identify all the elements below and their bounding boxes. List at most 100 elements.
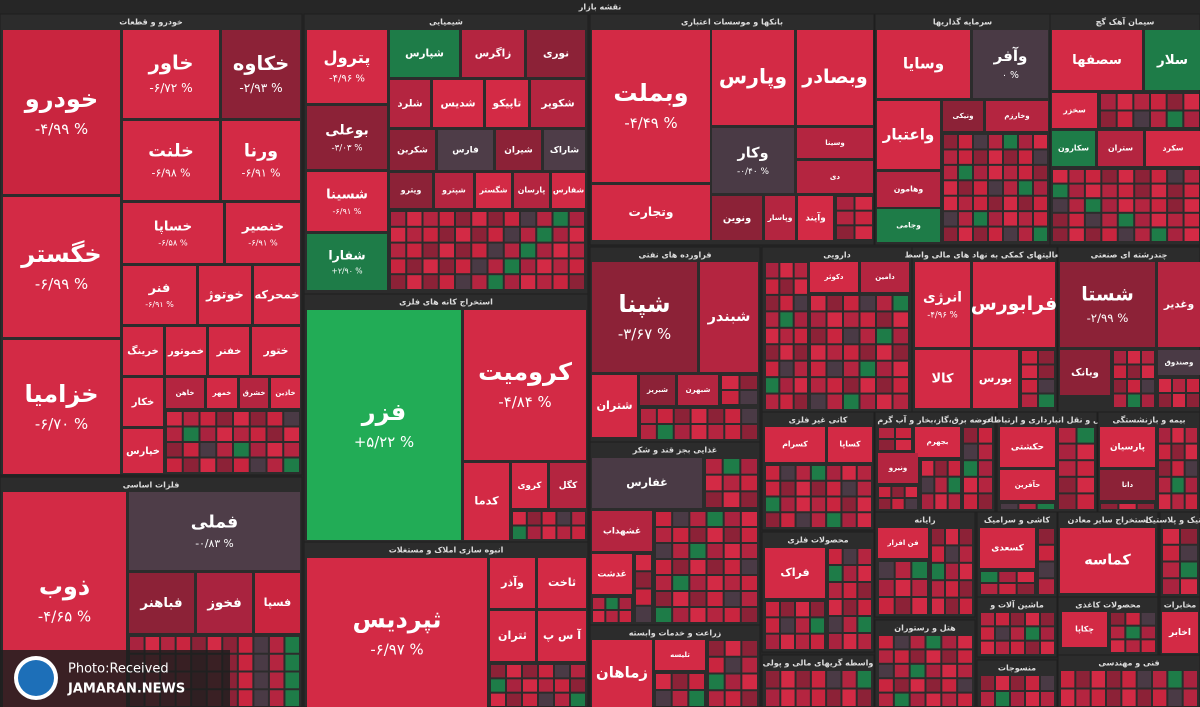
filler-cell bbox=[942, 664, 957, 678]
filler-cell bbox=[958, 664, 972, 678]
tile-label: دی bbox=[830, 172, 841, 181]
tile-label: زماهان bbox=[596, 664, 648, 682]
tile-label: خزامیا bbox=[24, 380, 98, 408]
filler-cell bbox=[1077, 444, 1094, 460]
tile-label: وسینا bbox=[825, 139, 845, 147]
tile-label: ذوب bbox=[39, 573, 90, 601]
sector-title: دارویی bbox=[823, 251, 851, 260]
tile-label: فباهنر bbox=[139, 596, 182, 611]
filler-cell bbox=[207, 637, 222, 653]
filler-cell bbox=[944, 150, 957, 164]
watermark: Photo:Received JAMARAN.NEWS bbox=[0, 650, 230, 707]
filler-cell bbox=[842, 689, 856, 706]
filler-cell bbox=[724, 512, 740, 526]
filler-cell bbox=[811, 513, 826, 527]
tile bbox=[1145, 30, 1200, 90]
filler-cell bbox=[827, 296, 842, 311]
filler-cell bbox=[1053, 199, 1068, 212]
tile bbox=[592, 554, 632, 594]
tile bbox=[390, 173, 432, 208]
filler-cell bbox=[1151, 184, 1167, 198]
tile bbox=[1000, 427, 1055, 467]
filler-cell bbox=[1128, 351, 1140, 364]
filler-cell bbox=[285, 637, 299, 653]
filler-cell bbox=[741, 560, 757, 574]
tile bbox=[307, 30, 387, 103]
filler-cell bbox=[811, 296, 826, 311]
tile-label: دامین bbox=[875, 273, 895, 281]
filler-cell bbox=[893, 361, 908, 377]
tile bbox=[878, 453, 918, 483]
filler-cell bbox=[766, 497, 780, 512]
filler-cell bbox=[766, 361, 779, 377]
tile bbox=[712, 196, 762, 240]
filler-cell bbox=[1004, 181, 1017, 195]
tile-change: -۴/۶۵ % bbox=[38, 608, 91, 626]
filler-cell bbox=[1135, 170, 1150, 183]
tile-label: خگستر bbox=[20, 240, 101, 268]
filler-cell bbox=[1173, 394, 1185, 407]
filler-cell bbox=[766, 263, 779, 278]
filler-cell bbox=[781, 513, 795, 527]
tile-label: خفنر bbox=[216, 346, 242, 357]
filler-cell bbox=[690, 608, 706, 622]
filler-cell bbox=[553, 243, 568, 258]
filler-cell bbox=[439, 227, 454, 242]
tile-change: +۵/۲۲ % bbox=[354, 433, 414, 451]
filler-cell bbox=[1159, 494, 1171, 509]
filler-cell bbox=[811, 618, 824, 633]
tile-label: وپارس bbox=[719, 65, 787, 89]
tile bbox=[433, 80, 483, 127]
filler-cell bbox=[254, 672, 268, 689]
filler-cell bbox=[1151, 111, 1166, 127]
filler-cell bbox=[217, 427, 232, 441]
tile bbox=[1100, 427, 1155, 467]
tile-label: خاهن bbox=[176, 389, 195, 397]
tile-label: وصندوق bbox=[1165, 359, 1194, 367]
tile-label: کدما bbox=[474, 495, 499, 508]
tile bbox=[166, 378, 204, 408]
filler-cell bbox=[636, 555, 651, 571]
filler-cell bbox=[811, 394, 826, 409]
tile bbox=[3, 340, 120, 474]
filler-cell bbox=[893, 312, 908, 327]
filler-cell bbox=[974, 181, 987, 195]
filler-cell bbox=[1091, 689, 1105, 706]
tile bbox=[123, 327, 163, 375]
filler-cell bbox=[935, 494, 947, 509]
filler-cell bbox=[673, 528, 689, 542]
tile-label: شدیس bbox=[441, 98, 476, 110]
filler-cell bbox=[1134, 111, 1149, 127]
filler-cell bbox=[1041, 613, 1054, 626]
tile-label: ثپردیس bbox=[353, 606, 442, 634]
filler-cell bbox=[217, 412, 232, 426]
filler-cell bbox=[1183, 671, 1197, 688]
filler-cell bbox=[176, 637, 191, 653]
filler-cell bbox=[1141, 640, 1155, 652]
filler-cell bbox=[742, 641, 757, 656]
filler-cell bbox=[1114, 365, 1126, 378]
filler-cell bbox=[690, 528, 706, 542]
filler-cell bbox=[996, 641, 1009, 654]
tile bbox=[544, 130, 585, 170]
filler-cell bbox=[1041, 641, 1054, 654]
tile-change: -۶/۵۸ % bbox=[158, 238, 188, 248]
filler-cell bbox=[555, 665, 569, 678]
filler-cell bbox=[740, 391, 757, 404]
filler-cell bbox=[1026, 613, 1039, 626]
filler-cell bbox=[569, 275, 584, 289]
filler-cell bbox=[656, 544, 672, 558]
tile-label: ثتران bbox=[498, 629, 527, 642]
filler-cell bbox=[1076, 671, 1090, 688]
filler-cell bbox=[1126, 626, 1140, 639]
filler-cell bbox=[238, 690, 253, 706]
filler-cell bbox=[504, 275, 519, 289]
filler-cell bbox=[504, 243, 519, 258]
filler-cell bbox=[794, 345, 807, 360]
filler-cell bbox=[879, 487, 891, 497]
tile bbox=[877, 172, 940, 207]
sector-title: ماشین آلات و bbox=[989, 600, 1044, 610]
filler-cell bbox=[254, 654, 268, 671]
filler-cell bbox=[827, 671, 841, 688]
tile bbox=[797, 30, 873, 125]
